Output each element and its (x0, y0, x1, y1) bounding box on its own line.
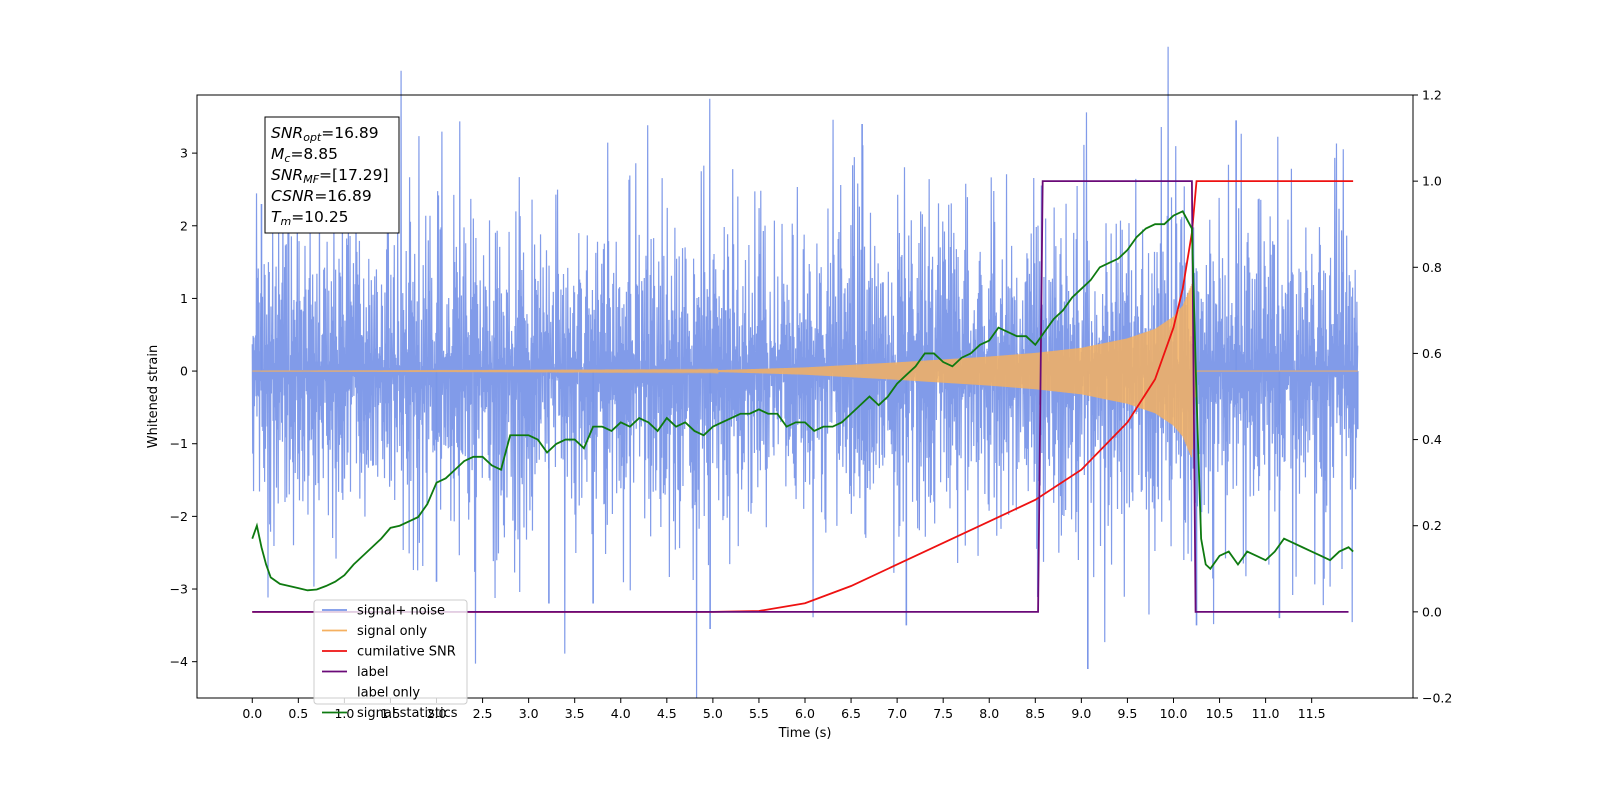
x-tick-label: 10.0 (1160, 706, 1188, 721)
y-tick-label: −2 (170, 509, 188, 524)
stat-snr-opt: SNRopt=16.89 (271, 124, 379, 144)
legend-entry-label: signal statistics (357, 706, 458, 721)
stat-mc: Mc=8.85 (271, 145, 338, 165)
x-tick-label: 5.5 (749, 706, 769, 721)
y-tick-label: −3 (170, 582, 188, 597)
x-tick-label: 0.5 (288, 706, 308, 721)
legend-entry-label: signal+ noise (357, 604, 445, 619)
x-tick-label: 11.5 (1298, 706, 1326, 721)
plot-layer (251, 46, 1359, 699)
y2-tick-label: 1.2 (1422, 88, 1442, 103)
x-tick-label: 1.5 (381, 706, 401, 721)
legend-entry-label: signal only (357, 624, 427, 639)
x-tick-label: 2.0 (427, 706, 447, 721)
y2-tick-label: −0.2 (1422, 691, 1452, 706)
y2-tick-label: 0.6 (1422, 346, 1442, 361)
series-signal-statistics (251, 210, 1354, 592)
x-tick-label: 1.0 (334, 706, 354, 721)
stat-snr-mf: SNRMF=[17.29] (271, 166, 389, 186)
y-tick-label: 1 (180, 291, 188, 306)
x-tick-label: 9.5 (1117, 706, 1137, 721)
x-tick-label: 7.5 (933, 706, 953, 721)
y-tick-label: −4 (170, 654, 188, 669)
legend-entry-label: label (357, 665, 388, 680)
x-tick-label: 11.0 (1252, 706, 1280, 721)
x-tick-label: 8.5 (1025, 706, 1045, 721)
legend-entry-label: cumilative SNR (357, 645, 456, 660)
y2-tick-label: 1.0 (1422, 174, 1442, 189)
x-axis-title: Time (s) (778, 726, 832, 741)
legend: signal+ noise signal only cumilative SNR la… (313, 599, 468, 721)
y-tick-label: −1 (170, 436, 188, 451)
legend-frame (313, 599, 468, 705)
y2-tick-label: 0.0 (1422, 604, 1442, 619)
stats-box-frame (264, 116, 400, 234)
y-tick-label: 2 (180, 218, 188, 233)
y-tick-label: 3 (180, 146, 188, 161)
x-tick-label: 8.0 (979, 706, 999, 721)
stat-csnr: CSNR=16.89 (271, 187, 372, 205)
y2-tick-label: 0.4 (1422, 432, 1442, 447)
y2-tick-label: 0.2 (1422, 518, 1442, 533)
x-tick-label: 4.5 (657, 706, 677, 721)
legend-entry-label: label only (357, 686, 420, 701)
x-tick-label: 5.0 (703, 706, 723, 721)
x-tick-label: 6.0 (795, 706, 815, 721)
y2-tick-label: 0.8 (1422, 260, 1442, 275)
stat-tm: Tm=10.25 (271, 208, 349, 228)
x-tick-label: 10.5 (1206, 706, 1234, 721)
series-signal-only (252, 283, 1358, 458)
x-tick-label: 0.0 (242, 706, 262, 721)
x-tick-label: 3.5 (565, 706, 585, 721)
stats-annotation-box: SNRopt=16.89 Mc=8.85 SNRMF=[17.29] CSNR=… (264, 116, 400, 234)
x-tick-label: 3.0 (519, 706, 539, 721)
x-tick-label: 4.0 (611, 706, 631, 721)
axes-layer: 0.0 0.5 1.0 1.5 2.0 2.5 3.0 3.5 4.0 4.5 5.0 5.5 6.0 6… (170, 88, 1453, 722)
y-tick-label: 0 (180, 364, 188, 379)
x-tick-label: 7.0 (887, 706, 907, 721)
series-label (252, 180, 1349, 613)
x-tick-label: 6.5 (841, 706, 861, 721)
x-tick-label: 2.5 (473, 706, 493, 721)
y-axis-title: Whitened strain (146, 345, 161, 448)
x-tick-label: 9.0 (1071, 706, 1091, 721)
series-cumilative-snr (252, 180, 1354, 613)
